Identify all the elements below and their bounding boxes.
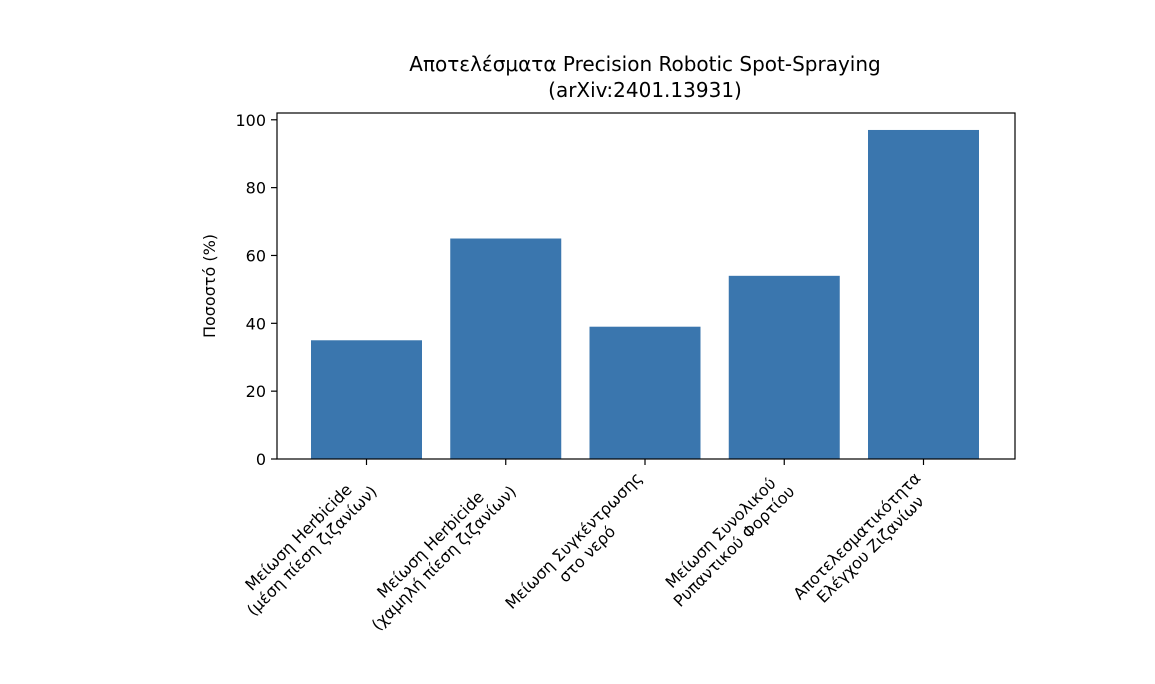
- chart-title-line-1: Αποτελέσματα Precision Robotic Spot-Spra…: [409, 52, 880, 76]
- plot-frame: [276, 112, 1016, 460]
- y-axis-label: Ποσοστό (%): [200, 234, 219, 338]
- y-ticks-group: 0 20 40 60 80 100: [235, 111, 277, 469]
- y-tick-label-5: 100: [235, 111, 266, 130]
- bar-1: [450, 238, 562, 459]
- y-tick-label-0: 0: [256, 450, 266, 469]
- y-tick-label-4: 80: [246, 179, 266, 198]
- y-tick-label-1: 20: [246, 382, 266, 401]
- bar-4: [868, 129, 979, 459]
- y-tick-label-2: 40: [246, 314, 266, 333]
- y-tick-label-3: 60: [246, 246, 266, 265]
- bars-group: [311, 129, 979, 459]
- chart-title-line-2: (arXiv:2401.13931): [548, 78, 742, 102]
- bar-0: [311, 340, 422, 459]
- bar-2: [589, 326, 701, 459]
- bar-3: [728, 275, 840, 459]
